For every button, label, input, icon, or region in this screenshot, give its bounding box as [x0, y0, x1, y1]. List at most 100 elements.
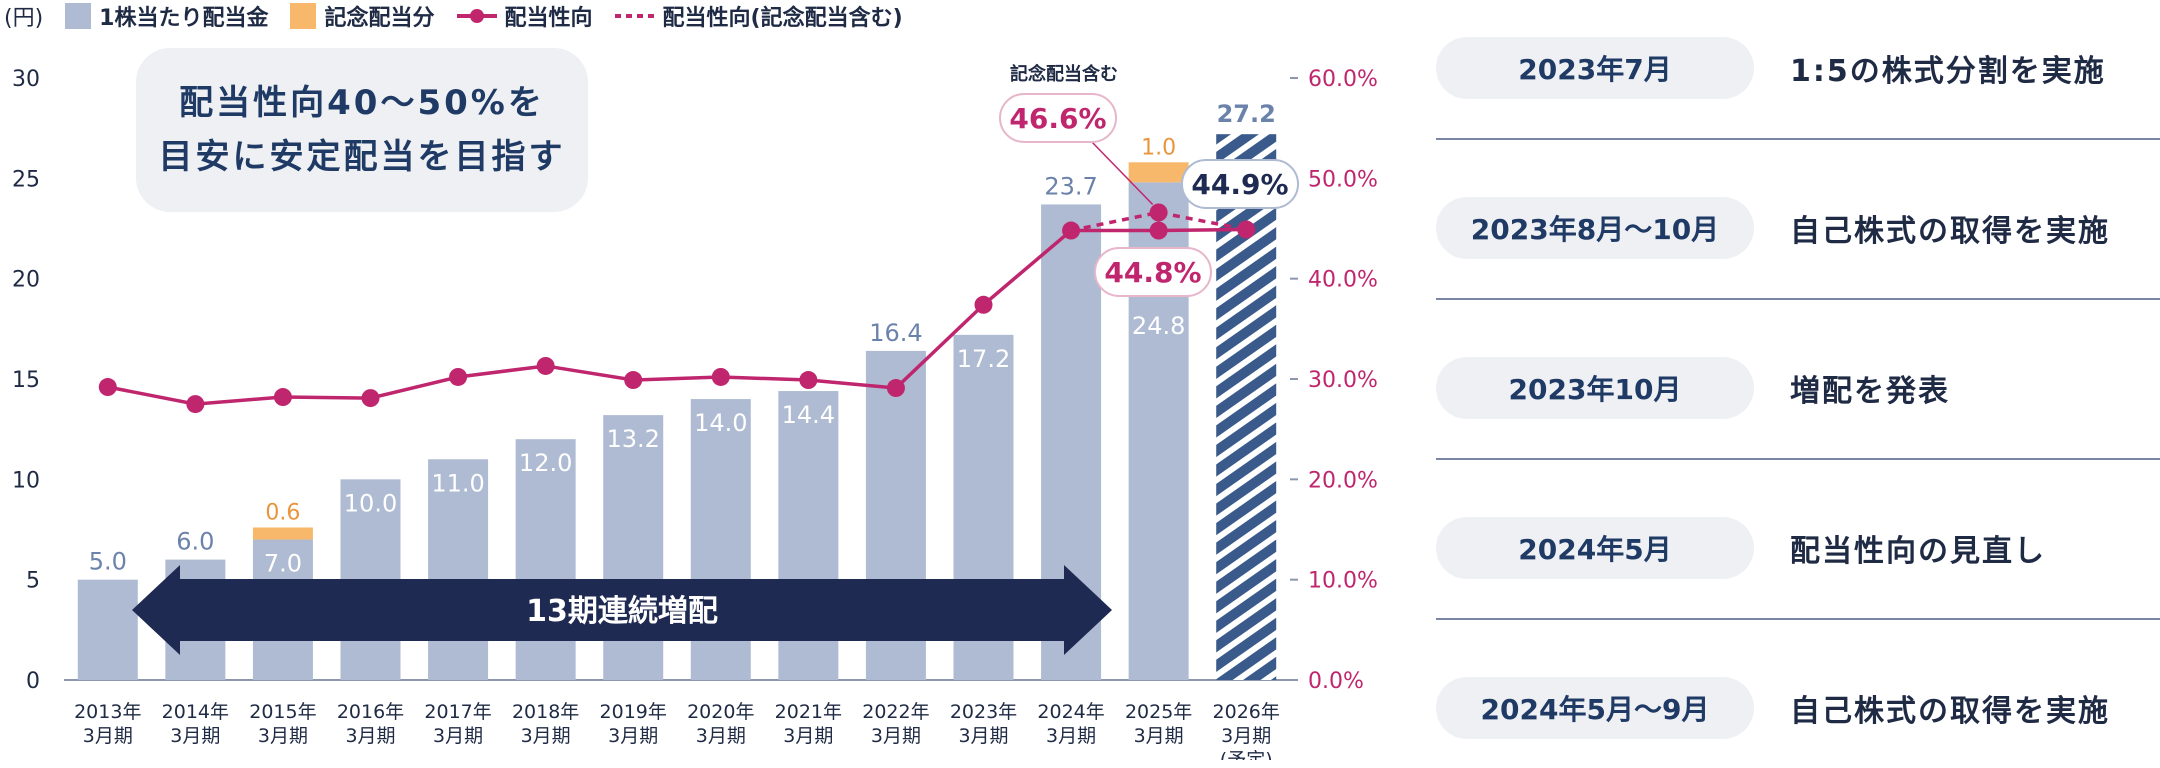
payout-point [536, 356, 555, 375]
event-row: 2023年8月〜10月 自己株式の取得を実施 [1436, 168, 2160, 288]
y-tick-label: 0 [26, 669, 40, 694]
bar-value-label: 7.0 [264, 550, 302, 578]
callout-leader [1089, 139, 1154, 205]
x-tick-label: 2013年 [74, 701, 141, 723]
x-tick-label: 3月期 [783, 725, 833, 747]
commemorative-bar [252, 527, 313, 540]
x-tick-label: (予定) [1220, 749, 1273, 760]
dividend-chart: 0 5 10 15 20 25 30 0.0% 10.0% 20.0% 30.0% 40.0% 50.0… [4, 0, 1378, 760]
y2-tick-label: 10.0% [1308, 569, 1378, 594]
payout-point [186, 395, 205, 414]
x-tick-label: 2015年 [249, 701, 316, 723]
x-tick-label: 3月期 [433, 725, 483, 747]
y-tick-label: 20 [12, 268, 40, 293]
event-divider [1436, 618, 2160, 620]
legend-payout-incl-label: 配当性向(記念配当含む) [662, 6, 903, 31]
y-tick-label: 15 [12, 368, 40, 393]
payout-point [799, 371, 818, 390]
event-row: 2023年10月 増配を発表 [1436, 328, 2160, 448]
x-tick-label: 3月期 [83, 725, 133, 747]
x-tick-label: 3月期 [1046, 725, 1096, 747]
callout-44-9: 44.9% [1191, 168, 1288, 201]
y-tick-label: 30 [12, 67, 40, 92]
payout-point [98, 378, 117, 397]
x-tick-label: 2025年 [1125, 701, 1192, 723]
payout-incl-point [1149, 203, 1168, 222]
y2-tick-label: 40.0% [1308, 268, 1378, 293]
x-tick-label: 3月期 [1134, 725, 1184, 747]
event-description: 自己株式の取得を実施 [1790, 214, 2110, 249]
payout-point [273, 388, 292, 407]
payout-point [1149, 221, 1168, 240]
bar-value-label: 23.7 [1044, 172, 1097, 200]
event-divider [1436, 458, 2160, 460]
dividend-bar [77, 579, 138, 680]
consecutive-increase-arrow [132, 565, 1112, 655]
commemorative-bar [1128, 162, 1189, 183]
x-tick-label: 2019年 [600, 701, 667, 723]
x-tick-label: 2026年 [1213, 701, 1280, 723]
event-date: 2023年8月〜10月 [1436, 197, 1754, 259]
bar-value-label: 16.4 [869, 319, 922, 347]
legend-payout-incl-swatch [614, 14, 655, 18]
bar-value-label: 11.0 [431, 469, 484, 497]
legend-dividend: 1株当たり配当金 [65, 0, 268, 32]
callout-46-6: 46.6% [1009, 102, 1106, 135]
events-panel: 2023年7月 1:5の株式分割を実施 2023年8月〜10月 自己株式の取得を実施 2… [1436, 0, 2160, 760]
bar-value-label: 10.0 [344, 489, 397, 517]
payout-point [711, 367, 730, 386]
x-tick-label: 3月期 [608, 725, 658, 747]
x-tick-label: 2024年 [1037, 701, 1104, 723]
x-tick-label: 2018年 [512, 701, 579, 723]
legend-commemorative: 記念配当分 [290, 0, 435, 32]
payout-incl-line [1070, 210, 1247, 233]
bar-value-label: 12.0 [519, 449, 572, 477]
callout-44-8: 44.8% [1104, 256, 1201, 289]
y-tick-label: 25 [12, 167, 40, 192]
legend-commemorative-swatch [290, 3, 317, 29]
payout-point [449, 367, 468, 386]
event-date: 2024年5月〜9月 [1436, 677, 1754, 739]
x-tick-label: 2017年 [424, 701, 491, 723]
bar-value-label: 5.0 [89, 548, 127, 576]
chart-svg: 0 5 10 15 20 25 30 0.0% 10.0% 20.0% 30.0% 40.0% 50.0… [12, 63, 1378, 760]
event-row: 2024年5月〜9月 自己株式の取得を実施 [1436, 648, 2160, 768]
dividend-bar [1216, 134, 1277, 681]
dividend-bar [428, 459, 489, 680]
bar-value-label: 24.8 [1132, 312, 1185, 340]
x-tick-label: 2020年 [687, 701, 754, 723]
commemorative-value-label: 1.0 [1141, 135, 1176, 160]
x-tick-label: 3月期 [521, 725, 571, 747]
bar-value-label: 13.2 [606, 425, 659, 453]
legend-dividend-swatch [65, 3, 92, 29]
chart-legend: (円) 1株当たり配当金 記念配当分 配当性向 配当性向(記念配当含む) [4, 0, 925, 32]
bar-value-label: 14.4 [782, 401, 835, 429]
bar-value-label: 6.0 [176, 528, 214, 556]
payout-point [974, 295, 993, 314]
y2-tick-label: 60.0% [1308, 67, 1378, 92]
event-description: 自己株式の取得を実施 [1790, 694, 2110, 729]
y2-tick-label: 20.0% [1308, 468, 1378, 493]
event-description: 配当性向の見直し [1790, 534, 2046, 569]
x-tick-label: 2014年 [162, 701, 229, 723]
event-divider [1436, 138, 2160, 140]
legend-payout-incl: 配当性向(記念配当含む) [614, 0, 903, 32]
x-tick-label: 3月期 [696, 725, 746, 747]
policy-callout-line2: 目安に安定配当を目指す [158, 137, 566, 177]
y2-tick-label: 30.0% [1308, 368, 1378, 393]
unit-label: (円) [4, 6, 44, 31]
y-tick-label: 10 [12, 468, 40, 493]
callout-44-8-bg [1094, 247, 1212, 297]
event-row: 2023年7月 1:5の株式分割を実施 [1436, 8, 2160, 128]
payout-point [1237, 220, 1256, 239]
callout-46-6-bg [999, 93, 1117, 143]
legend-commemorative-label: 記念配当分 [324, 6, 435, 31]
x-tick-label: 3月期 [170, 725, 220, 747]
payout-point [886, 379, 905, 398]
payout-point [361, 389, 380, 408]
event-description: 1:5の株式分割を実施 [1790, 54, 2106, 89]
callout-44-9-bg [1181, 159, 1299, 209]
event-date: 2023年7月 [1436, 37, 1754, 99]
y2-tick-label: 50.0% [1308, 167, 1378, 192]
x-tick-label: 2023年 [950, 701, 1017, 723]
